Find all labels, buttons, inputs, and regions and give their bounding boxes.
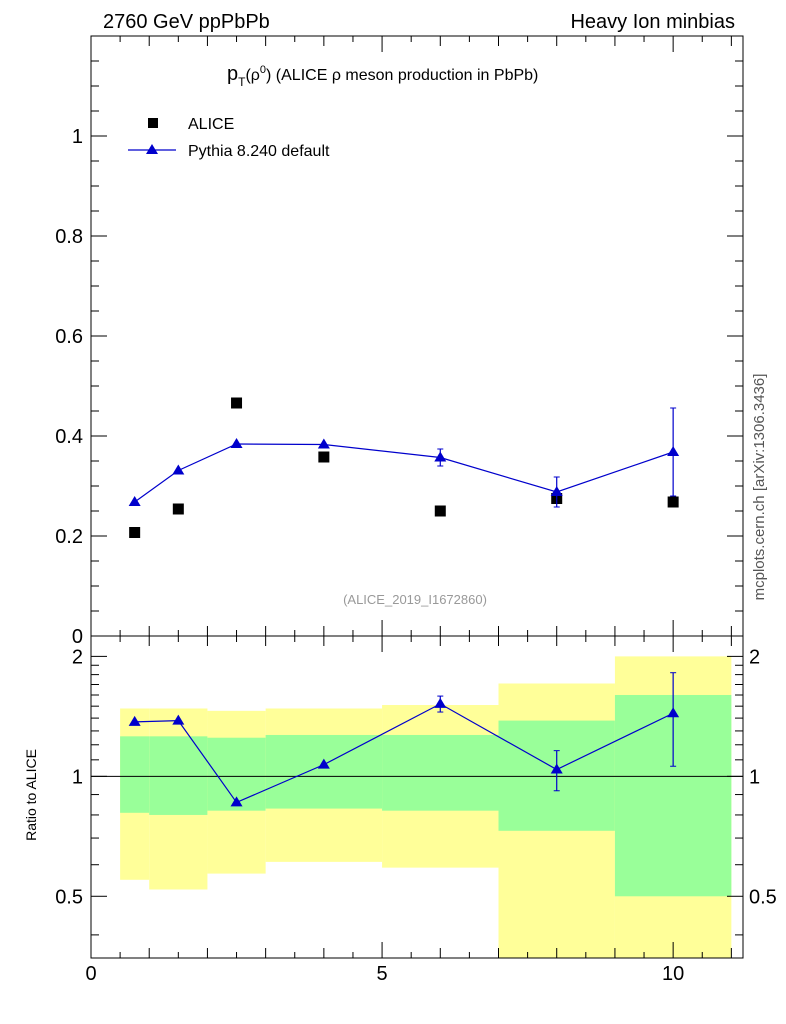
pythia-point [128,496,141,506]
green-band-0 [120,736,150,813]
header-right: Heavy Ion minbias [570,11,735,33]
title-p: p [227,63,238,85]
ratio-point [317,758,330,769]
alice-point [172,503,184,515]
title-rest: ) (ALICE ρ meson production in PbPb) [266,67,538,84]
legend-marker-alice [148,118,158,128]
title-sub: T [238,75,246,89]
alice-point [318,451,330,463]
main-y-tick-label: 1 [72,126,83,148]
axis-ticks: 00.20.40.60.810 5 100.5 0.51 12 2 [55,35,777,985]
ratio-point [128,715,141,726]
x-tick-label: 5 [377,963,388,985]
main-y-tick-label: 0.4 [55,426,83,448]
green-band-1 [149,736,208,815]
green-band-3 [265,734,383,809]
pythia-point [434,451,447,462]
title-sup: 0 [260,64,266,76]
x-tick-label: 0 [85,963,96,985]
pythia-point [550,486,563,496]
main-y-tick-label: 0.2 [55,526,83,548]
ratio-uncertainty-bands [120,656,732,958]
legend: ALICE Pythia 8.240 default [128,116,330,160]
legend-label-pythia: Pythia 8.240 default [188,143,330,160]
alice-point [434,505,446,517]
ratio-y-tick-label: 0.5 [55,886,83,908]
ratio-point [550,763,563,774]
green-band-4 [382,734,499,811]
alice-point [129,527,141,538]
pythia-point [230,438,243,448]
ratio-y-tick-label: 1 [72,766,83,788]
plot-title: pT(ρ0) (ALICE ρ meson production in PbPb… [227,63,538,89]
ratio-point [172,714,185,725]
title-rho: (ρ [245,67,259,84]
legend-label-alice: ALICE [188,116,234,133]
ratio-y-tick-label-right: 0.5 [749,886,777,908]
alice-point [231,397,243,409]
legend-marker-pythia [146,144,158,154]
ratio-y-tick-label: 2 [72,646,83,668]
pythia-point [172,464,185,475]
x-tick-label: 10 [662,963,684,985]
data-series [128,397,680,807]
ratio-point [230,796,243,807]
ratio-plot-frame [90,635,744,959]
watermark-analysis-id: (ALICE_2019_I1672860) [343,592,487,607]
ratio-y-tick-label-right: 1 [749,766,760,788]
ratio-point [434,697,447,708]
main-y-tick-label: 0.6 [55,326,83,348]
main-y-tick-label: 0.8 [55,226,83,248]
alice-point [667,496,679,508]
pythia-point [317,438,330,449]
ratio-y-axis-label: Ratio to ALICE [23,749,39,841]
side-label: mcplots.cern.ch [arXiv:1306.3436] [751,374,768,601]
pythia-line [134,443,674,503]
pythia-point [667,446,680,456]
ratio-y-tick-label-right: 2 [749,646,760,668]
main-y-tick-label: 0 [72,626,83,648]
header-left: 2760 GeV ppPbPb [103,11,270,33]
ratio-point [667,707,680,718]
